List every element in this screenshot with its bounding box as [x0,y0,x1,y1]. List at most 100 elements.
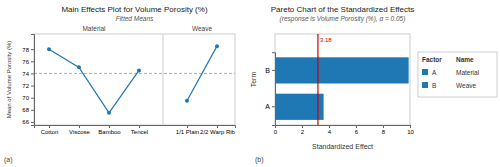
axis-line [272,53,276,126]
tick: 6 [355,125,359,135]
tick-mark [356,125,357,128]
factor-table: Factor Name A Material B Weave [418,52,497,97]
tick-label: Tencel [131,129,148,135]
y-axis-title: Mean of Volume Porosity (%) [6,41,12,119]
tick: A [265,103,275,110]
tick-label: 66 [22,119,29,125]
tick: 2 [301,125,305,135]
series-line [187,46,217,101]
x-axis-title: Standardized Effect [312,143,373,150]
tick-label: Viscose [69,129,91,135]
tick: Cotton [41,125,59,135]
tick: 68 [22,107,34,113]
figure: MaterialWeave66687072747678CottonViscose… [0,0,500,167]
point [137,68,141,72]
reference-line [317,34,318,125]
tick-mark [272,70,275,71]
tick-mark [139,125,140,128]
section-label: Material [82,25,106,32]
tick: 78 [22,47,34,53]
plot-area [275,34,409,125]
legend-swatch [422,69,428,75]
tick-mark [272,106,275,107]
tick-label: 70 [22,95,29,101]
point [107,111,111,115]
axis-line [276,126,411,129]
factor-table-name: Material [456,69,480,76]
tick-label: 0 [274,129,278,135]
tick-mark [31,98,34,99]
tick-mark [79,125,80,128]
legend-swatch [422,82,428,88]
tick-mark [49,125,50,128]
tick-label: 72 [22,83,29,89]
tick: Tencel [131,125,148,135]
tick: 76 [22,59,34,65]
tick: 8 [382,125,386,135]
tick-label: B [265,67,270,74]
factor-table-factor: B [432,82,436,89]
series-line [49,49,139,113]
tick-label: Cotton [41,129,59,135]
tick: 1/1 Plain [176,125,199,135]
factor-table-header: Factor [422,56,442,63]
tick: 0 [274,125,278,135]
tick-mark [383,125,384,128]
subtitle: (response is Volume Porosity (%), α = 0.… [280,15,406,23]
tick-mark [31,110,34,111]
tick: Viscose [69,125,91,135]
point [215,44,219,48]
plot-frame [34,34,235,125]
tick-label: 6 [355,129,359,135]
tick-mark [302,125,303,128]
tick-label: 68 [22,107,29,113]
tick-label: A [265,103,270,110]
point [185,99,189,103]
tick: Bamboo [98,125,121,135]
point [77,65,81,69]
tick: 74 [22,71,34,77]
tick-mark [31,49,34,50]
tick-label: 4 [328,129,332,135]
axis: Cotton Viscose Bamboo Tencel 1/1 Plain2/2 Wa… [35,125,236,135]
tick: 10 [407,125,414,135]
tick-label: 8 [382,129,386,135]
tick-mark [109,125,110,128]
axis: 66 68 70 72 74 76 78 [22,35,34,126]
tick-label: 2 [301,129,305,135]
tick-label: 78 [22,47,29,53]
plot-frame [275,34,410,125]
tick-mark [187,125,188,128]
factor-table-factor: A [432,69,437,76]
panel-label: (b) [255,156,264,164]
bar [275,57,409,83]
plot-area [34,34,235,125]
tick-mark [31,73,34,74]
y-axis-title: Term [250,72,257,88]
title: Main Effects Plot for Volume Porosity (%… [61,5,207,14]
factor-table-header: Name [456,56,474,63]
axis-line [35,126,236,129]
tick-mark [31,86,34,87]
reference-label: 3.18 [320,37,332,43]
bar [275,94,324,120]
factor-table-name: Weave [456,82,476,89]
grand-mean-line [34,73,235,74]
tick: 4 [328,125,332,135]
tick-label: Bamboo [98,129,121,135]
tick: 2/2 Warp Rib [200,125,235,135]
tick-mark [410,125,411,128]
tick: 66 [22,119,34,125]
tick-mark [31,61,34,62]
section-label: Weave [192,25,212,32]
tick-label: 1/1 Plain [176,129,199,135]
axis-line [31,35,35,126]
tick-label: 76 [22,59,29,65]
tick-mark [31,122,34,123]
panel-label: (a) [4,156,13,164]
tick: B [265,67,275,74]
tick: 70 [22,95,34,101]
factor-table-frame [418,52,497,97]
subtitle: Fitted Means [116,15,154,22]
tick-mark [329,125,330,128]
